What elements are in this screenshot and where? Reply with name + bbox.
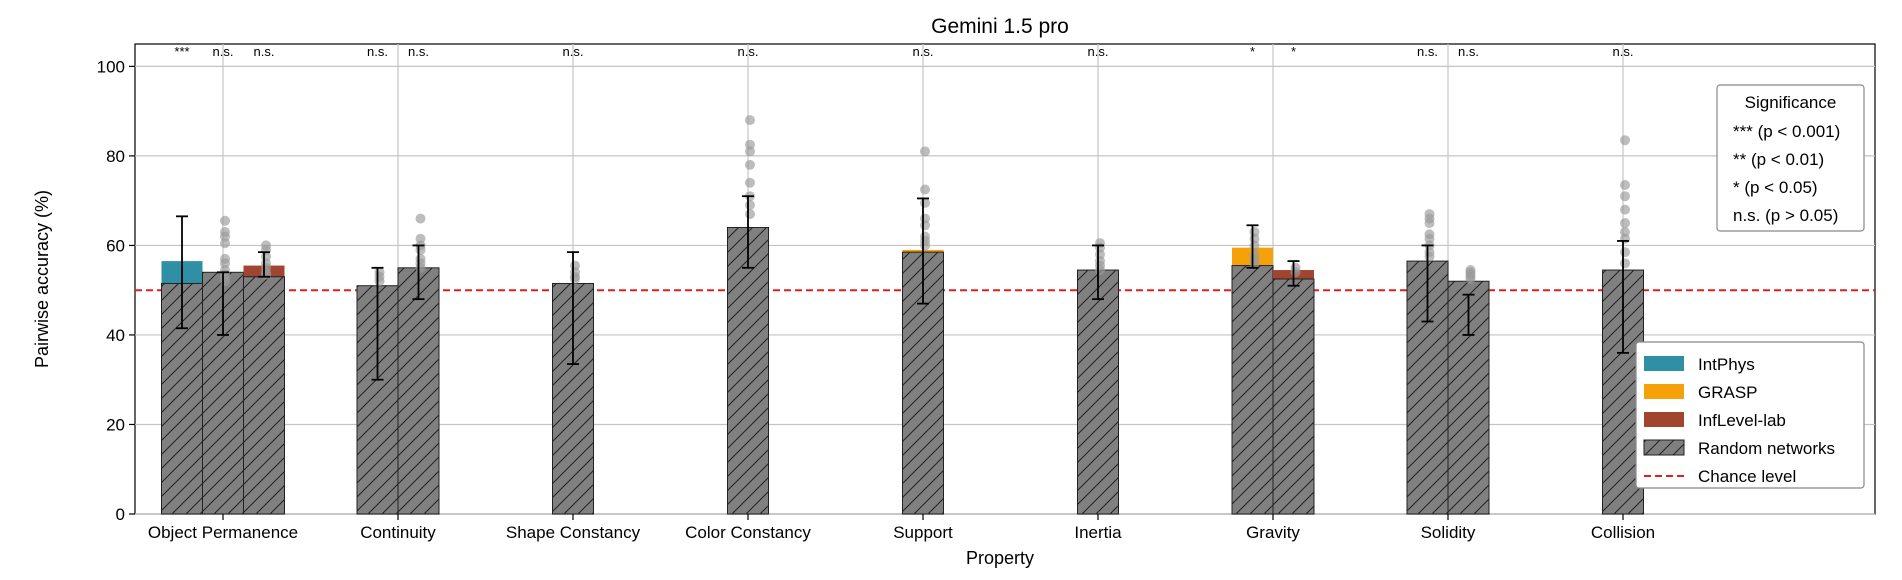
x-tick-label: Collision: [1591, 523, 1655, 542]
significance-label: ***: [174, 44, 189, 59]
random-network-dot: [261, 269, 271, 280]
significance-box-line: ** (p < 0.01): [1733, 150, 1824, 169]
y-tick-label: 40: [106, 326, 125, 345]
x-tick-label: Object Permanence: [148, 523, 298, 542]
random-network-bar: [1231, 265, 1274, 515]
significance-label: n.s.: [213, 44, 234, 59]
random-network-bar: [1077, 269, 1119, 515]
random-network-dot: [415, 213, 426, 224]
legend-swatch: [1644, 412, 1684, 427]
legend-swatch-random: [1643, 439, 1685, 456]
random-network-dot: [374, 276, 385, 287]
y-tick-label: 20: [106, 415, 125, 434]
random-network-dot: [1620, 233, 1630, 244]
significance-box-frame: [1716, 84, 1865, 232]
significance-label: n.s.: [1613, 44, 1634, 59]
x-tick-label: Continuity: [360, 523, 436, 542]
x-tick-label: Inertia: [1074, 523, 1122, 542]
significance-label: n.s.: [738, 44, 759, 59]
significance-label: n.s.: [408, 44, 429, 59]
random-network-dot: [1620, 191, 1630, 202]
significance-label: n.s.: [367, 44, 388, 59]
legend: IntPhys GRASP InfLevel-lab Random networks C…: [1635, 341, 1865, 489]
random-network-dot: [1620, 135, 1630, 146]
random-network-dot: [1249, 258, 1260, 269]
random-network-dot: [745, 200, 755, 211]
random-network-dot: [1424, 251, 1435, 262]
random-network-dot: [1620, 258, 1630, 269]
y-tick-label: 80: [106, 147, 125, 166]
random-network-dot: [1249, 240, 1260, 251]
significance-box-title: Significance: [1745, 93, 1837, 112]
random-network-bar: [727, 227, 769, 515]
random-network-bar: [243, 276, 285, 515]
significance-label: *: [1250, 44, 1255, 59]
random-network-dot: [220, 215, 230, 226]
significance-label: n.s.: [563, 44, 584, 59]
error-bars-layer: [176, 195, 1629, 381]
legend-swatch: [1644, 384, 1684, 399]
bars-layer: [161, 227, 1644, 515]
y-tick-label: 60: [106, 236, 125, 255]
legend-label: Chance level: [1698, 467, 1796, 486]
legend-frame: [1635, 341, 1865, 489]
x-axis-label: Property: [966, 548, 1034, 568]
significance-label: n.s.: [1458, 44, 1479, 59]
random-network-dot: [745, 177, 755, 188]
random-network-dot: [920, 197, 930, 208]
random-network-dot: [920, 220, 930, 231]
y-axis-label: Pairwise accuracy (%): [32, 190, 52, 368]
random-network-dot: [1424, 218, 1435, 229]
x-tick-label: Gravity: [1246, 523, 1300, 542]
significance-label: n.s.: [913, 44, 934, 59]
legend-label: Random networks: [1698, 439, 1835, 458]
y-axis-ticks: 0 20 40 60 80 100: [97, 57, 135, 524]
x-axis-ticks: Object Permanence Continuity Shape Constan…: [148, 514, 1655, 542]
random-network-dot: [920, 146, 930, 157]
random-network-dot: [570, 274, 580, 284]
random-network-dot: [220, 238, 230, 249]
random-network-bar: [1272, 278, 1315, 515]
random-network-dot: [920, 184, 930, 195]
significance-box-line: n.s. (p > 0.05): [1733, 206, 1838, 225]
legend-label: GRASP: [1698, 383, 1758, 402]
legend-swatch: [1644, 356, 1684, 371]
random-network-dot: [415, 244, 426, 255]
chart-title: Gemini 1.5 pro: [931, 15, 1069, 38]
significance-label: n.s.: [1417, 44, 1438, 59]
x-tick-label: Solidity: [1421, 523, 1476, 542]
random-network-dot: [1620, 218, 1630, 229]
x-tick-label: Color Constancy: [685, 523, 811, 542]
random-network-dot: [1620, 204, 1630, 215]
x-tick-label: Support: [893, 523, 953, 542]
random-network-bar: [552, 282, 594, 515]
random-network-dot: [745, 115, 755, 126]
y-tick-label: 0: [116, 505, 125, 524]
significance-labels: *** n.s. n.s. n.s. n.s. n.s. n.s. n.s. n.s. * * n.s…: [174, 44, 1633, 59]
random-network-dot: [745, 209, 755, 220]
significance-label: n.s.: [1088, 44, 1109, 59]
random-network-dot: [920, 240, 930, 251]
significance-box: Significance *** (p < 0.001) ** (p < 0.01)…: [1716, 84, 1865, 232]
significance-box-line: * (p < 0.05): [1733, 178, 1818, 197]
random-network-dot: [220, 276, 230, 287]
random-network-dot: [745, 146, 755, 157]
random-network-bar: [397, 267, 440, 515]
significance-label: n.s.: [254, 44, 275, 59]
random-network-dot: [1465, 274, 1476, 284]
significance-box-line: *** (p < 0.001): [1733, 122, 1840, 141]
legend-label: IntPhys: [1698, 355, 1755, 374]
y-tick-label: 100: [97, 57, 125, 76]
random-network-dot: [1095, 265, 1105, 276]
random-network-dot: [415, 262, 426, 273]
random-network-dot: [1620, 180, 1630, 190]
random-network-dot: [745, 159, 755, 170]
random-network-dot: [1290, 267, 1301, 278]
x-tick-label: Shape Constancy: [506, 523, 641, 542]
legend-label: InfLevel-lab: [1698, 411, 1786, 430]
random-network-dot: [1620, 247, 1630, 258]
significance-label: *: [1291, 44, 1296, 59]
